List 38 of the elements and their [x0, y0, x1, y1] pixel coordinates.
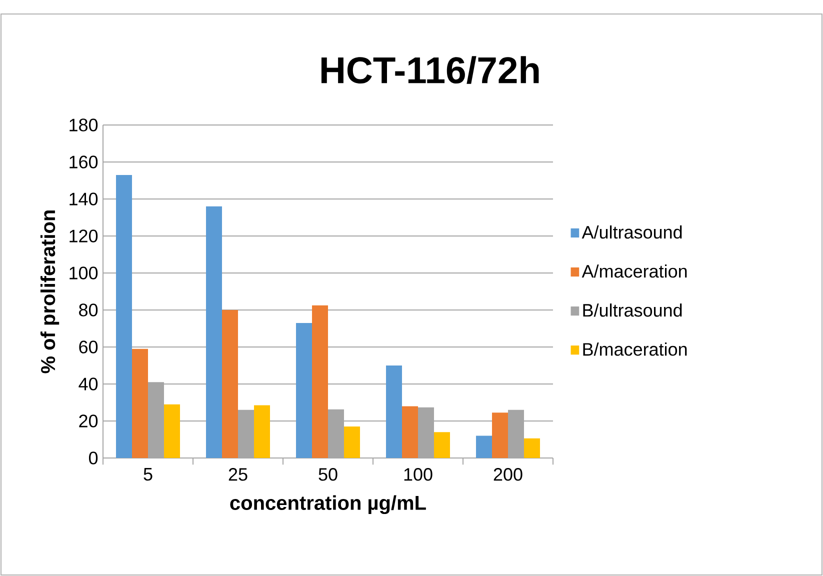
x-tick-label: 200	[494, 468, 522, 481]
y-axis-title: % of proliferation	[40, 210, 60, 374]
bar	[238, 410, 254, 458]
x-tick-label: 5	[144, 468, 152, 481]
bar	[386, 366, 402, 458]
y-tick-label: 40	[78, 378, 98, 390]
y-tick-label: 80	[79, 304, 98, 316]
y-tick-label: 180	[70, 118, 98, 132]
y-tick-label: 0	[88, 452, 98, 464]
x-tick-label: 50	[318, 468, 338, 481]
bar	[312, 305, 328, 458]
bar	[524, 438, 540, 458]
y-tick-label: 140	[70, 192, 98, 206]
bar	[206, 206, 222, 458]
bar	[254, 405, 270, 458]
bar	[402, 406, 418, 458]
legend-label: B/maceration	[583, 342, 687, 356]
chart-title: HCT-116/72h	[321, 56, 539, 84]
bar	[476, 436, 492, 458]
y-tick-label: 100	[70, 266, 98, 280]
bar	[132, 348, 148, 458]
x-axis-title: concentration µg/mL	[230, 495, 426, 514]
bar	[222, 310, 238, 458]
bar	[344, 426, 360, 458]
y-tick-label: 120	[70, 230, 98, 242]
legend-label: A/ultrasound	[582, 225, 682, 239]
x-tick-label: 25	[228, 468, 248, 481]
bar	[296, 322, 312, 458]
y-tick-label: 60	[79, 340, 98, 354]
bar	[492, 412, 508, 458]
bar	[164, 404, 180, 458]
y-tick-label: 20	[79, 414, 98, 428]
legend-label: B/ultrasound	[583, 304, 682, 317]
x-tick-label: 100	[404, 468, 432, 481]
bar	[116, 174, 132, 458]
legend-label: A/maceration	[582, 264, 687, 278]
bar	[434, 432, 450, 458]
y-tick-label: 160	[70, 156, 98, 168]
